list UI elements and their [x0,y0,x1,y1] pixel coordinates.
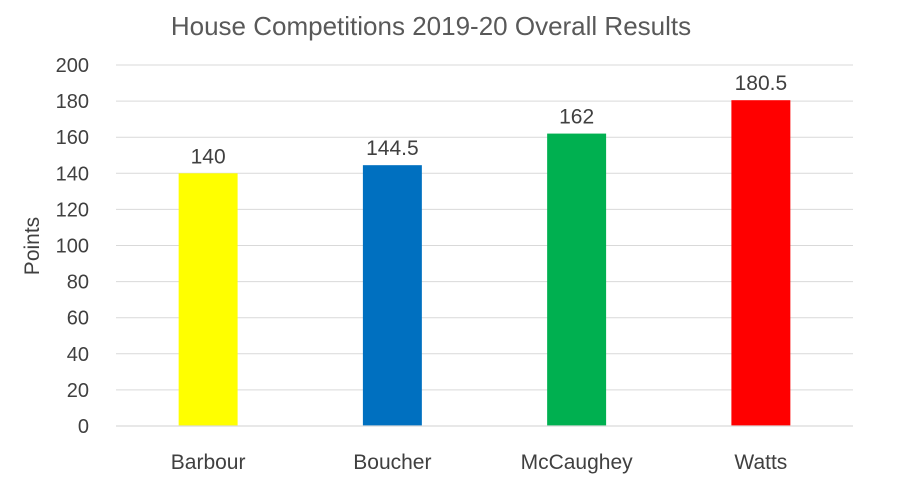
data-label: 162 [559,106,594,129]
bar-boucher [362,165,422,427]
y-tick-label: 200 [56,55,89,77]
x-tick-label: Boucher [353,451,431,474]
y-tick-label: 0 [78,416,89,438]
y-tick-label: 120 [56,199,89,221]
bar-barbour [178,173,238,426]
gridlines [116,64,853,391]
y-tick-label: 180 [56,91,89,113]
chart-title: House Competitions 2019-20 Overall Resul… [171,11,691,41]
x-tick-label: Watts [734,451,787,474]
y-axis-label: Points [21,217,44,275]
data-label: 180.5 [735,72,788,95]
data-label: 140 [191,145,226,168]
y-tick-label: 40 [67,344,89,366]
x-tick-label: McCaughey [521,451,634,474]
y-tick-label: 140 [56,163,89,185]
y-axis-ticks: 0 20 40 60 80 100 120 140 160 180 200 [56,55,89,438]
x-tick-label: Barbour [171,451,246,474]
y-tick-label: 160 [56,127,89,149]
data-labels: 140 144.5 162 180.5 [191,72,788,168]
bar-mccaughey [547,133,607,426]
x-axis-ticks: Barbour Boucher McCaughey Watts [171,451,788,474]
data-label: 144.5 [366,137,419,160]
y-tick-label: 80 [67,272,89,294]
bar-watts [731,100,791,426]
y-tick-label: 60 [67,308,89,330]
y-tick-label: 100 [56,236,89,258]
bars [178,100,791,427]
y-tick-label: 20 [67,380,89,402]
